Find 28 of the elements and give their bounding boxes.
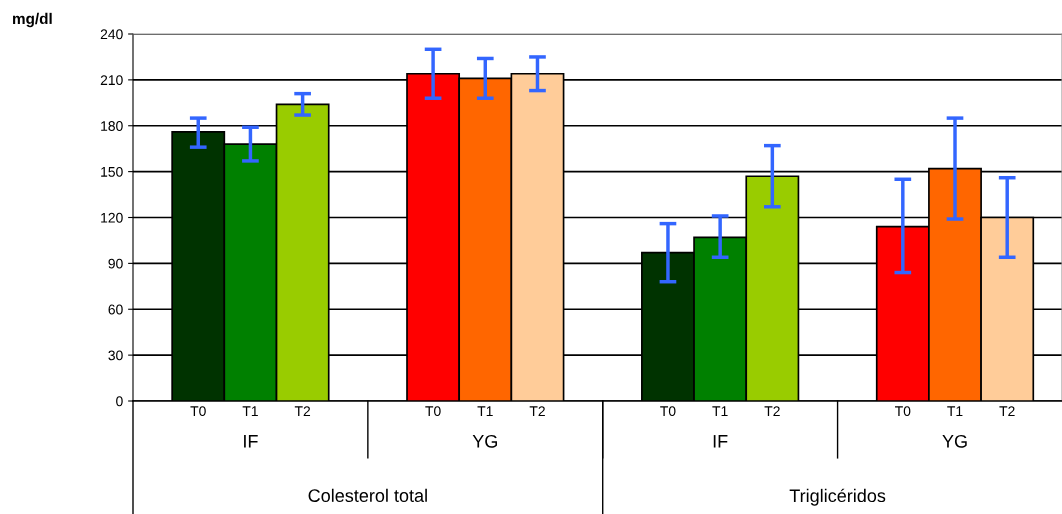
y-axis-title: mg/dl <box>13 12 52 28</box>
x-tick-label: T0 <box>425 406 441 417</box>
x-tick-label: T1 <box>242 406 258 416</box>
x-tick-label: T1 <box>712 406 728 416</box>
x-tick-label: T0 <box>190 406 206 417</box>
y-tick-label: 30 <box>108 350 123 361</box>
y-tick-label: 90 <box>108 258 123 269</box>
x-tick-label: T0 <box>895 406 911 417</box>
text: YG <box>942 434 967 448</box>
y-tick-label: 180 <box>101 121 123 131</box>
text: IF <box>713 435 728 448</box>
y-tick-label: 150 <box>101 166 123 177</box>
x-tick-label: T2 <box>764 406 780 416</box>
x-tick-label: T1 <box>477 406 493 416</box>
x-tick-label: T0 <box>660 406 676 417</box>
x-tick-label: T1 <box>947 406 963 416</box>
text: IF <box>244 435 258 448</box>
x-tick-label: T2 <box>999 406 1015 416</box>
text: Colesterol total <box>308 488 427 502</box>
y-tick-label: 0 <box>116 396 123 407</box>
text: YG <box>472 434 497 448</box>
y-tick-label: 240 <box>100 29 123 40</box>
y-tick-label: 60 <box>108 304 123 315</box>
x-tick-label: T2 <box>529 406 545 416</box>
y-tick-label: 210 <box>100 75 123 86</box>
x-tick-label: T2 <box>294 406 311 416</box>
text: Triglicéridos <box>789 488 886 506</box>
y-tick-label: 120 <box>101 212 123 223</box>
